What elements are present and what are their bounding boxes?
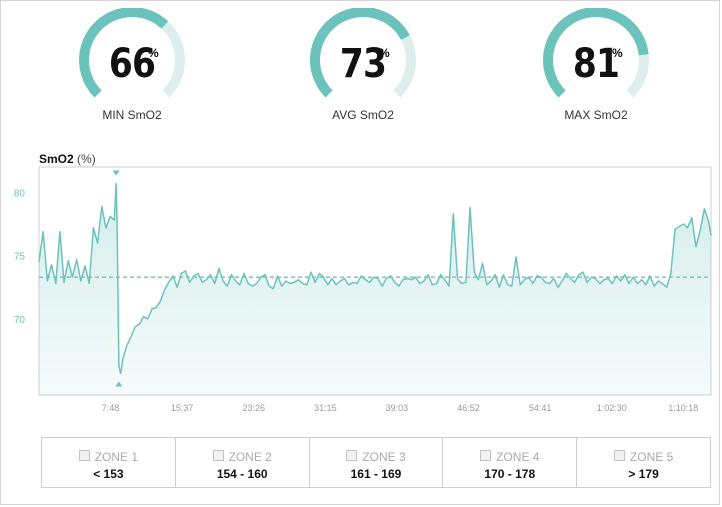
zone-range: < 153 <box>93 467 124 481</box>
x-tick-label: 15:37 <box>171 403 194 413</box>
chart-title: SmO2 (%) <box>39 152 96 166</box>
gauge-ring <box>543 8 649 98</box>
gauge-min-smo2: 66 % MIN SmO2 <box>76 8 188 126</box>
smo2-chart: 70 75 80 7:48 15:37 23:26 31:15 39:03 46:52 54:41… <box>14 166 712 413</box>
gauge-ring <box>79 8 185 98</box>
gauge-max-smo2: 81 % MAX SmO2 <box>540 8 652 126</box>
zone-range: 154 - 160 <box>216 467 268 481</box>
zone-range: 161 - 169 <box>350 467 402 481</box>
zone-1[interactable]: ZONE 1 < 153 <box>42 438 176 487</box>
gauge-unit: % <box>612 46 623 60</box>
y-tick-label: 70 <box>14 315 26 326</box>
gauge-ring <box>310 8 416 98</box>
gauge-fill <box>310 8 410 98</box>
gauge-label: AVG SmO2 <box>332 108 394 122</box>
x-tick-label: 23:26 <box>242 403 265 413</box>
x-tick-label: 1:10:18 <box>668 403 698 413</box>
zone-5[interactable]: ZONE 5 > 179 <box>577 438 710 487</box>
gauge-fill <box>543 8 649 98</box>
chart-unit: (%) <box>77 152 96 166</box>
zone-range: > 179 <box>628 467 659 481</box>
x-tick-label: 7:48 <box>102 403 120 413</box>
x-tick-label: 31:15 <box>314 403 337 413</box>
zone-checkbox[interactable] <box>613 450 625 461</box>
zone-name: ZONE 3 <box>362 450 406 464</box>
zone-checkbox[interactable] <box>346 450 358 461</box>
zone-checkbox[interactable] <box>480 450 492 461</box>
gauge-value: 66 <box>108 41 156 87</box>
gauge-unit: % <box>379 46 390 60</box>
gauge-label: MAX SmO2 <box>564 108 628 122</box>
zone-name: ZONE 1 <box>94 450 139 464</box>
x-tick-label: 39:03 <box>386 403 409 413</box>
gauge-avg-smo2: 73 % AVG SmO2 <box>307 8 419 126</box>
gauge-value: 81 <box>572 41 620 87</box>
gauge-unit: % <box>148 46 159 60</box>
series-line <box>38 182 712 375</box>
min-marker <box>115 381 123 387</box>
y-tick-label: 80 <box>14 188 26 199</box>
x-tick-label: 54:41 <box>529 403 552 413</box>
gauge-fill <box>79 8 169 98</box>
zone-selector: ZONE 1 < 153 ZONE 2 154 - 160 ZONE 3 161… <box>41 437 711 488</box>
zone-4[interactable]: ZONE 4 170 - 178 <box>443 438 578 487</box>
x-tick-label: 1:02:30 <box>597 403 627 413</box>
zone-name: ZONE 4 <box>496 450 540 464</box>
x-tick-label: 46:52 <box>457 403 480 413</box>
gauge-label: MIN SmO2 <box>102 108 162 122</box>
max-marker <box>112 170 120 176</box>
y-tick-label: 75 <box>14 252 26 263</box>
zone-name: ZONE 5 <box>629 450 674 464</box>
chart-title-text: SmO2 <box>39 152 74 166</box>
zone-checkbox[interactable] <box>212 450 224 461</box>
zone-range: 170 - 178 <box>484 467 536 481</box>
zone-name: ZONE 2 <box>228 450 272 464</box>
zone-3[interactable]: ZONE 3 161 - 169 <box>310 438 444 487</box>
zone-checkbox[interactable] <box>78 450 90 461</box>
gauge-value: 73 <box>339 41 387 87</box>
series-area <box>39 183 711 395</box>
zone-2[interactable]: ZONE 2 154 - 160 <box>176 438 310 487</box>
